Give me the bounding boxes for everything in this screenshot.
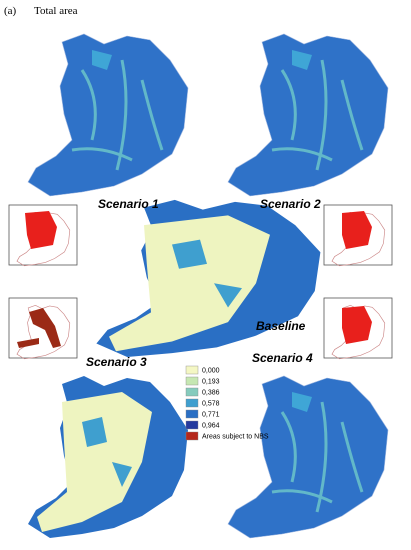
legend: 0,000 0,193 0,386 0,578 0,771 0,964 Areas subj…: [185, 365, 269, 441]
map-baseline: [96, 200, 320, 357]
map-scenario-2: [228, 34, 388, 196]
panel-title: Total area: [34, 5, 78, 17]
legend-swatch: [185, 376, 199, 386]
legend-swatch: [185, 431, 199, 441]
map-label: Scenario 2: [260, 197, 321, 211]
map-scenario-1: [28, 34, 188, 196]
map-label: Scenario 4: [252, 351, 313, 365]
map-label: Baseline: [256, 319, 306, 333]
map-label: Scenario 3: [86, 355, 147, 369]
map-scenario-4: [228, 376, 388, 538]
panel-label: (a): [4, 5, 17, 17]
legend-label: 0,771: [202, 411, 220, 418]
legend-label: 0,386: [202, 389, 220, 396]
inset-scenario-4: [324, 298, 392, 359]
inset-scenario-1: [9, 205, 77, 266]
legend-label: 0,193: [202, 378, 220, 385]
map-label: Scenario 1: [98, 197, 159, 211]
inset-scenario-3: [9, 298, 77, 359]
legend-label: 0,578: [202, 400, 220, 407]
inset-scenario-2: [324, 205, 392, 266]
map-scenario-3: [28, 376, 188, 538]
legend-swatch: [185, 409, 199, 419]
legend-swatch: [185, 420, 199, 430]
legend-swatch: [185, 365, 199, 375]
legend-label: 0,964: [202, 422, 220, 429]
legend-swatch: [185, 387, 199, 397]
legend-label: 0,000: [202, 367, 220, 374]
legend-swatch: [185, 398, 199, 408]
legend-label: Areas subject to NBS: [202, 433, 269, 440]
